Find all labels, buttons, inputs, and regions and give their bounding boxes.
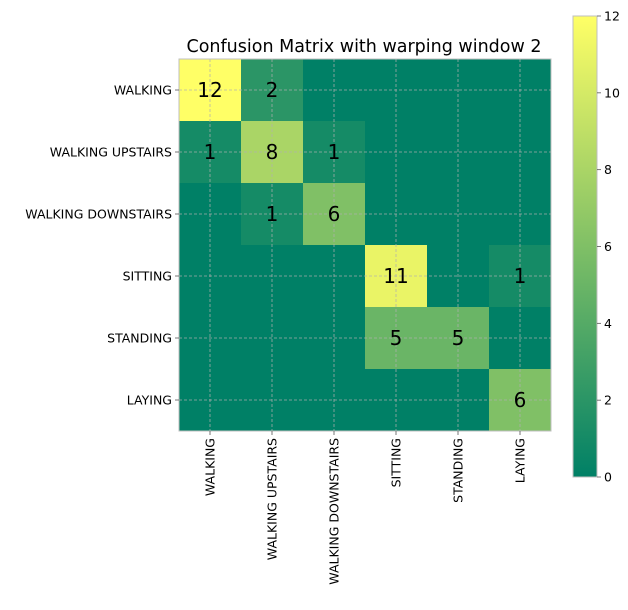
x-tick-label: WALKING (203, 438, 218, 496)
y-tick-label: SITTING (123, 269, 172, 284)
x-tick-label: STANDING (451, 438, 466, 503)
colorbar-tick-label: 4 (604, 316, 612, 331)
plot-frame (178, 58, 552, 432)
x-tick-label: WALKING UPSTAIRS (265, 438, 280, 560)
heatmap-cells (179, 59, 552, 432)
cell-value-label: 5 (452, 326, 465, 350)
cell-value-label: 8 (266, 140, 279, 164)
cell-value-label: 6 (328, 202, 341, 226)
cell-value-label: 11 (383, 264, 408, 288)
cell-value-label: 1 (328, 140, 341, 164)
cell-value-label: 2 (266, 78, 279, 102)
colorbar-tick-label: 8 (604, 162, 612, 177)
gridlines (179, 59, 551, 431)
colorbar-tick-label: 10 (604, 85, 620, 100)
colorbar-gradient (572, 15, 598, 478)
x-tick-label: SITTING (389, 438, 404, 487)
cell-value-label: 1 (266, 202, 279, 226)
cell-value-label: 5 (390, 326, 403, 350)
cell-value-label: 12 (197, 78, 222, 102)
y-tick-label: WALKING (114, 83, 172, 98)
colorbar-tick-label: 12 (604, 9, 620, 24)
colorbar-tick-label: 0 (604, 470, 612, 485)
cell-values: 12 21 8 11 611 15 56 (197, 78, 526, 412)
y-tick-label: WALKING UPSTAIRS (50, 145, 172, 160)
chart-title: Confusion Matrix with warping window 2 (186, 37, 541, 57)
y-tick-label: WALKING DOWNSTAIRS (25, 207, 172, 222)
plot-border (178, 58, 552, 432)
x-tick-label: WALKING DOWNSTAIRS (327, 438, 342, 585)
x-axis-ticks: WALKING WALKING UPSTAIRS WALKING DOWNSTAIR… (203, 431, 528, 585)
y-axis-ticks: WALKING WALKING UPSTAIRS WALKING DOWNSTAIR… (25, 83, 179, 408)
y-tick-label: LAYING (127, 393, 172, 408)
cell-value-label: 6 (514, 388, 527, 412)
y-tick-label: STANDING (107, 331, 172, 346)
colorbar-tick-label: 2 (604, 393, 612, 408)
x-tick-label: LAYING (513, 438, 528, 483)
cell-value-label: 1 (204, 140, 217, 164)
colorbar-tick-label: 6 (604, 239, 612, 254)
colorbar: 0 2 4 6 8 10 12 (572, 9, 620, 485)
cell-value-label: 1 (514, 264, 527, 288)
